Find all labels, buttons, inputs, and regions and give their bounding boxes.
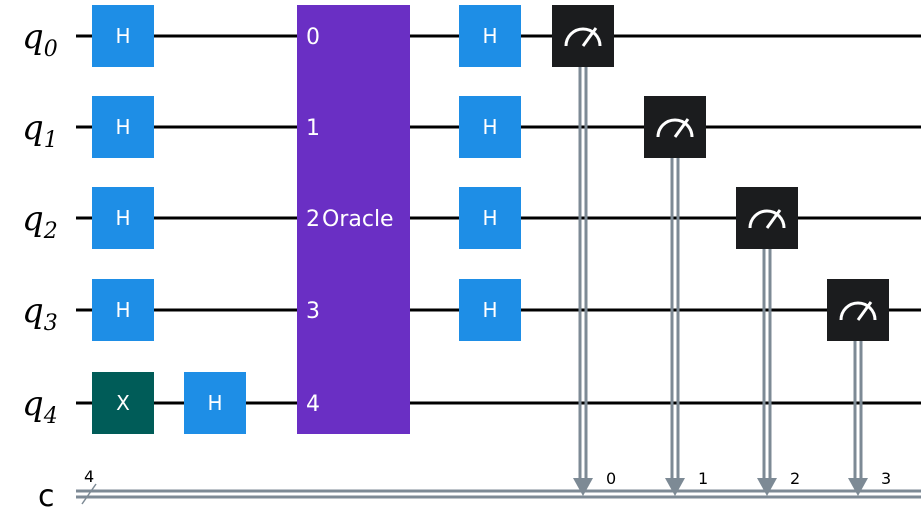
oracle-port-label-0: 0 [306,25,320,50]
classical-register-width: 4 [84,467,94,486]
meter-icon [564,27,602,47]
measure-box [827,279,889,341]
measure-arrow-icon [848,478,868,496]
bundle-slash-icon [81,483,97,505]
oracle-gate: 0 1 2 3 4 Oracle [297,5,410,434]
oracle-port-label-1: 1 [306,116,320,141]
h-gate-q2-col3: H [459,187,521,249]
gate-label: H [115,298,130,322]
oracle-label: Oracle [322,207,394,232]
measure-bit-label-3: 3 [881,469,891,488]
gate-label: H [482,298,497,322]
measure-bit-label-1: 1 [698,469,708,488]
gate-label: H [115,24,130,48]
meter-icon [839,301,877,321]
measure-box [736,187,798,249]
qubit-label-3: q3 [22,291,58,336]
gate-label: H [482,115,497,139]
measurements: 0 1 2 3 [552,5,891,496]
gates: H H H H X H H H H H [92,5,521,434]
classical-register-label: c [38,479,55,514]
qubit-label-1: q1 [22,108,58,153]
gate-label: H [115,115,130,139]
measure-q3: 3 [827,279,891,496]
h-gate-q3-col0: H [92,279,154,341]
gate-label: H [482,24,497,48]
meter-icon [748,209,786,229]
measure-q0: 0 [552,5,616,496]
measure-arrow-icon [757,478,777,496]
h-gate-q3-col3: H [459,279,521,341]
oracle-box [297,5,410,434]
h-gate-q1-col3: H [459,96,521,158]
measure-box [644,96,706,158]
x-gate-q4-col0: X [92,372,154,434]
classical-register-wire: 4 [76,467,921,505]
measure-arrow-icon [573,478,593,496]
gate-label: H [115,206,130,230]
measure-bit-label-2: 2 [790,469,800,488]
oracle-port-label-3: 3 [306,299,320,324]
oracle-port-label-4: 4 [306,392,320,417]
oracle-port-label-2: 2 [306,207,320,232]
meter-icon [656,118,694,138]
gate-label: H [482,206,497,230]
register-labels: q0 q1 q2 q3 q4 c [22,17,58,514]
gate-label: H [207,391,222,415]
measure-q2: 2 [736,187,800,496]
h-gate-q1-col0: H [92,96,154,158]
h-gate-q0-col3: H [459,5,521,67]
qubit-label-4: q4 [22,384,58,429]
h-gate-q4-col1: H [184,372,246,434]
qubit-label-2: q2 [22,199,58,244]
measure-arrow-icon [665,478,685,496]
h-gate-q0-col0: H [92,5,154,67]
measure-box [552,5,614,67]
qubit-label-0: q0 [22,17,58,62]
measure-bit-label-0: 0 [606,469,616,488]
h-gate-q2-col0: H [92,187,154,249]
measure-q1: 1 [644,96,708,496]
gate-label: X [116,391,130,415]
